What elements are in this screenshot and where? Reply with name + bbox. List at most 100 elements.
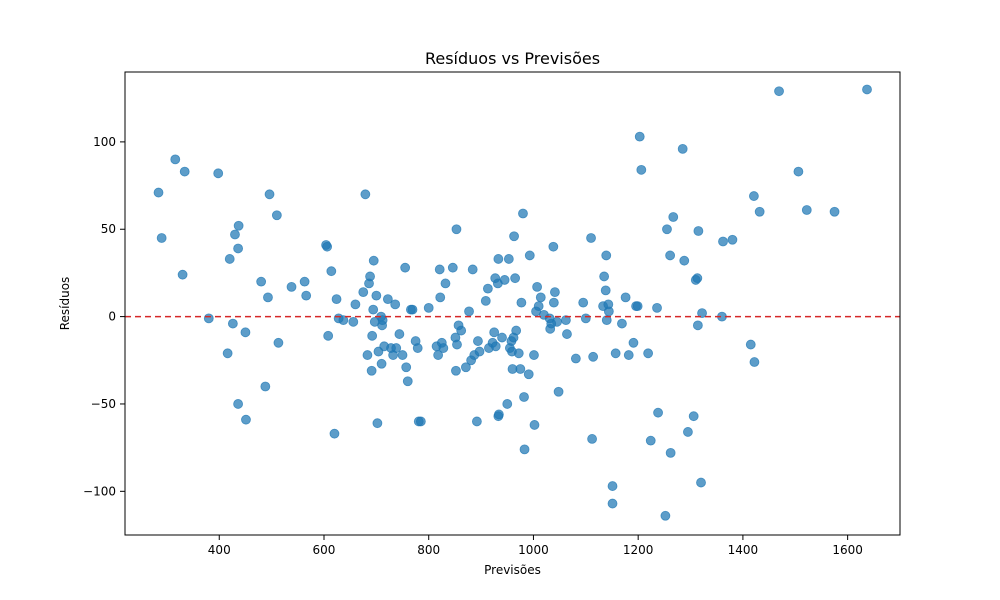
data-point-1 bbox=[156, 233, 167, 243]
x-tick-label: 1400 bbox=[728, 543, 759, 557]
data-point-112 bbox=[509, 231, 519, 242]
data-point-6 bbox=[213, 168, 224, 179]
data-point-145 bbox=[587, 434, 597, 444]
data-point-16 bbox=[256, 276, 267, 287]
data-point-102 bbox=[493, 409, 504, 420]
data-point-36 bbox=[360, 189, 371, 200]
data-point-181 bbox=[696, 477, 706, 488]
data-point-152 bbox=[603, 306, 614, 317]
chart-title: Resíduos vs Previsões bbox=[425, 49, 600, 68]
data-point-26 bbox=[322, 241, 333, 252]
data-point-119 bbox=[519, 392, 529, 402]
data-point-162 bbox=[634, 131, 645, 142]
data-point-37 bbox=[362, 350, 373, 360]
data-point-106 bbox=[503, 254, 514, 264]
data-point-120 bbox=[519, 444, 530, 455]
data-point-61 bbox=[401, 362, 412, 373]
data-point-79 bbox=[451, 365, 461, 376]
data-point-21 bbox=[273, 337, 284, 348]
data-point-39 bbox=[365, 271, 375, 282]
plot-frame bbox=[124, 71, 901, 536]
data-point-75 bbox=[438, 343, 449, 353]
data-point-77 bbox=[447, 262, 458, 273]
x-tick-label: 1000 bbox=[518, 543, 549, 557]
data-point-140 bbox=[570, 353, 581, 364]
data-point-192 bbox=[801, 205, 812, 215]
data-point-14 bbox=[240, 327, 251, 338]
data-point-103 bbox=[497, 332, 507, 343]
data-point-186 bbox=[745, 339, 756, 350]
data-point-139 bbox=[562, 329, 572, 339]
data-point-46 bbox=[372, 418, 383, 429]
data-point-127 bbox=[533, 301, 544, 312]
data-point-170 bbox=[665, 250, 676, 261]
points-layer bbox=[153, 84, 872, 521]
y-tick-label: 50 bbox=[101, 222, 116, 236]
data-point-171 bbox=[665, 447, 676, 458]
data-point-51 bbox=[377, 315, 388, 325]
data-point-113 bbox=[510, 273, 521, 284]
data-point-11 bbox=[233, 243, 244, 254]
data-point-33 bbox=[348, 316, 359, 327]
data-point-73 bbox=[435, 292, 446, 303]
data-point-182 bbox=[697, 308, 707, 319]
y-tick-label: 100 bbox=[93, 135, 116, 149]
data-point-156 bbox=[617, 318, 627, 329]
data-point-173 bbox=[677, 143, 688, 154]
data-point-123 bbox=[529, 350, 539, 360]
data-point-58 bbox=[394, 329, 405, 339]
data-point-71 bbox=[433, 350, 444, 360]
x-tick-label: 1600 bbox=[832, 543, 863, 557]
data-point-17 bbox=[260, 381, 271, 392]
data-point-136 bbox=[552, 316, 562, 327]
data-point-49 bbox=[376, 358, 387, 369]
data-point-83 bbox=[456, 325, 467, 336]
data-point-91 bbox=[474, 346, 485, 357]
data-point-12 bbox=[233, 220, 244, 231]
data-point-165 bbox=[645, 435, 656, 446]
x-tick-label: 600 bbox=[313, 543, 336, 557]
data-point-57 bbox=[391, 343, 402, 353]
y-tick-label: −100 bbox=[83, 484, 116, 498]
data-point-41 bbox=[367, 330, 378, 341]
data-point-5 bbox=[203, 313, 214, 324]
data-point-35 bbox=[358, 287, 369, 298]
data-point-45 bbox=[371, 290, 382, 301]
data-point-117 bbox=[516, 297, 527, 308]
data-point-166 bbox=[652, 302, 662, 313]
data-point-189 bbox=[754, 206, 765, 217]
data-point-168 bbox=[660, 510, 671, 521]
data-point-9 bbox=[227, 318, 238, 329]
data-point-92 bbox=[480, 295, 491, 306]
data-point-188 bbox=[749, 357, 760, 367]
data-point-19 bbox=[264, 189, 275, 200]
data-point-89 bbox=[471, 416, 482, 427]
data-point-191 bbox=[793, 166, 804, 177]
plot-area bbox=[125, 72, 900, 535]
x-tick-label: 400 bbox=[208, 543, 231, 557]
data-point-20 bbox=[271, 210, 282, 221]
data-point-148 bbox=[600, 285, 611, 296]
data-point-137 bbox=[553, 386, 564, 397]
data-point-66 bbox=[412, 343, 423, 353]
data-point-153 bbox=[607, 481, 618, 491]
x-axis-label: Previsões bbox=[484, 563, 541, 577]
data-point-159 bbox=[628, 337, 639, 348]
data-point-115 bbox=[513, 348, 524, 359]
data-point-134 bbox=[548, 297, 559, 308]
data-point-178 bbox=[692, 273, 703, 284]
data-point-144 bbox=[588, 351, 599, 362]
data-point-29 bbox=[329, 428, 340, 439]
data-point-90 bbox=[473, 336, 483, 346]
y-tick-label: 0 bbox=[108, 310, 116, 324]
data-point-28 bbox=[326, 266, 337, 277]
data-point-64 bbox=[407, 304, 418, 315]
data-point-175 bbox=[683, 427, 693, 437]
data-point-7 bbox=[222, 348, 233, 359]
data-point-84 bbox=[460, 362, 471, 373]
data-point-23 bbox=[299, 276, 310, 287]
data-point-68 bbox=[415, 416, 426, 427]
y-tick-label: −50 bbox=[91, 397, 116, 411]
data-point-164 bbox=[643, 348, 654, 359]
data-point-158 bbox=[623, 350, 634, 360]
